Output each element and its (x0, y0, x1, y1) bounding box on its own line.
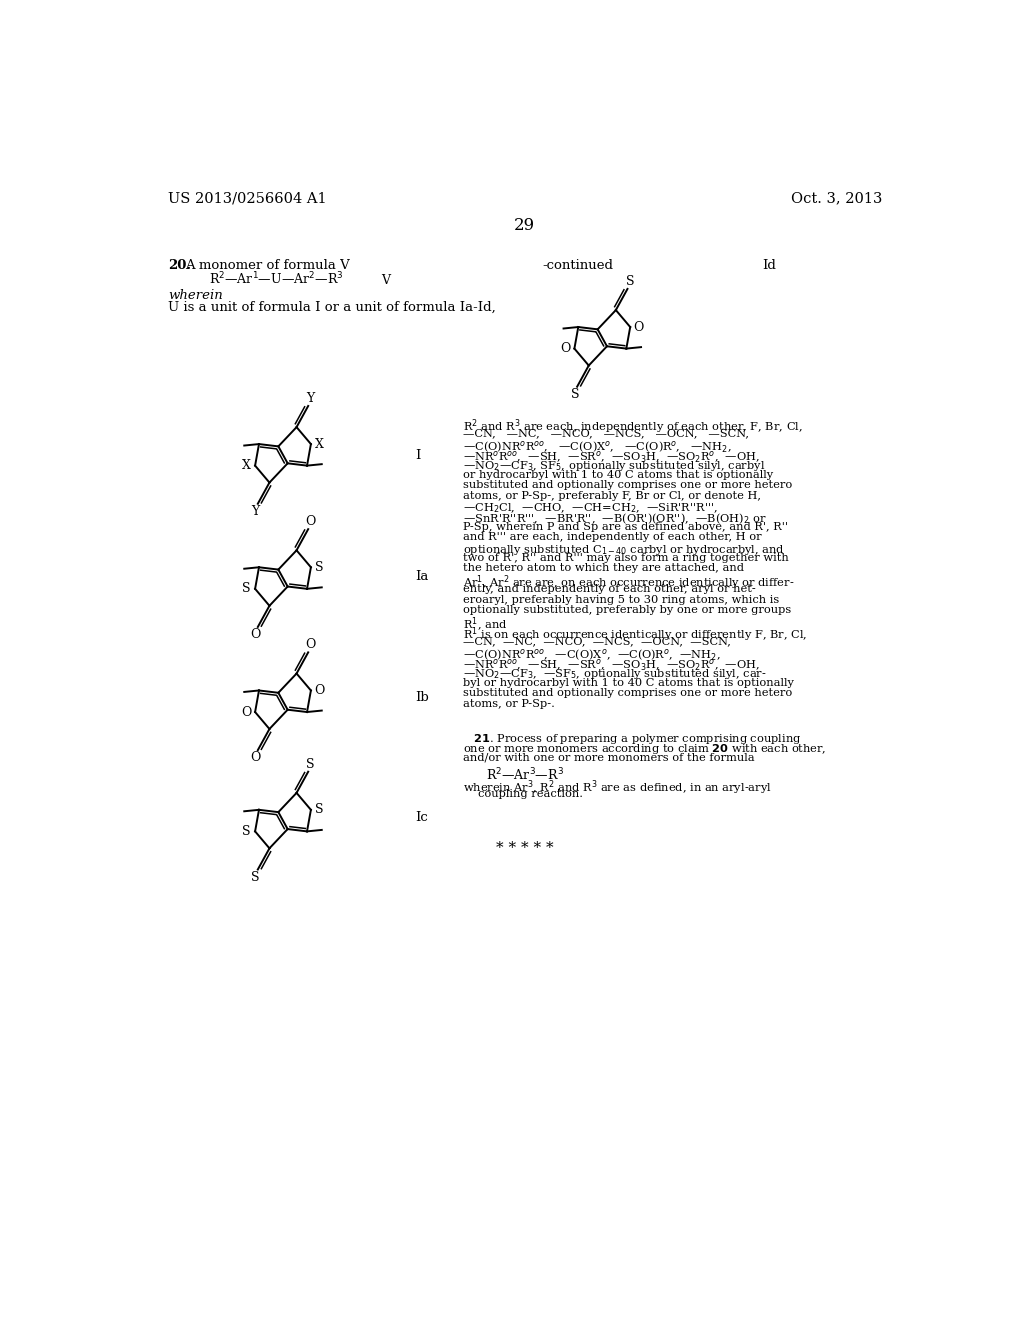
Text: 29: 29 (514, 216, 536, 234)
Text: R$^1$ is on each occurrence identically or differently F, Br, Cl,: R$^1$ is on each occurrence identically … (463, 626, 807, 644)
Text: 20.: 20. (168, 259, 191, 272)
Text: —C(O)NR$^o$R$^{oo}$,   —C(O)X$^o$,   —C(O)R$^o$,   —NH$_2$,: —C(O)NR$^o$R$^{oo}$, —C(O)X$^o$, —C(O)R$… (463, 438, 731, 454)
Text: the hetero atom to which they are attached, and: the hetero atom to which they are attach… (463, 564, 743, 573)
Text: —NO$_2$—CF$_3$,  —SF$_5$, optionally substituted silyl, car-: —NO$_2$—CF$_3$, —SF$_5$, optionally subs… (463, 668, 767, 681)
Text: —C(O)NR$^o$R$^{oo}$,  —C(O)X$^o$,  —C(O)R$^o$,  —NH$_2$,: —C(O)NR$^o$R$^{oo}$, —C(O)X$^o$, —C(O)R$… (463, 647, 721, 661)
Text: O: O (250, 751, 261, 764)
Text: R$^2$—Ar$^1$—U—Ar$^2$—R$^3$: R$^2$—Ar$^1$—U—Ar$^2$—R$^3$ (209, 271, 343, 286)
Text: and R''' are each, independently of each other, H or: and R''' are each, independently of each… (463, 532, 762, 543)
Text: ently, and independently of each other, aryl or het-: ently, and independently of each other, … (463, 585, 756, 594)
Text: substituted and optionally comprises one or more hetero: substituted and optionally comprises one… (463, 688, 792, 698)
Text: —NR$^o$R$^{oo}$,  —SH,  —SR$^o$,  —SO$_3$H,  —SO$_2$R$^o$,  —OH,: —NR$^o$R$^{oo}$, —SH, —SR$^o$, —SO$_3$H,… (463, 657, 760, 673)
Text: S: S (251, 871, 260, 883)
Text: $\mathbf{21}$. Process of preparing a polymer comprising coupling: $\mathbf{21}$. Process of preparing a po… (463, 733, 801, 746)
Text: -continued: -continued (543, 259, 613, 272)
Text: O: O (634, 321, 644, 334)
Text: wherein: wherein (168, 289, 223, 301)
Text: —NO$_2$—CF$_3$, SF$_5$, optionally substituted silyl, carbyl: —NO$_2$—CF$_3$, SF$_5$, optionally subst… (463, 459, 765, 474)
Text: S: S (315, 561, 324, 574)
Text: —NR$^o$R$^{oo}$,  —SH,  —SR$^o$,  —SO$_3$H,  —SO$_2$R$^o$,  —OH,: —NR$^o$R$^{oo}$, —SH, —SR$^o$, —SO$_3$H,… (463, 449, 760, 465)
Text: Ar$^1$, Ar$^2$ are are, on each occurrence identically or differ-: Ar$^1$, Ar$^2$ are are, on each occurren… (463, 574, 795, 593)
Text: O: O (314, 684, 325, 697)
Text: A monomer of formula V: A monomer of formula V (185, 259, 350, 272)
Text: optionally substituted C$_{1-40}$ carbyl or hydrocarbyl, and: optionally substituted C$_{1-40}$ carbyl… (463, 543, 784, 557)
Text: byl or hydrocarbyl with 1 to 40 C atoms that is optionally: byl or hydrocarbyl with 1 to 40 C atoms … (463, 677, 794, 688)
Text: and/or with one or more monomers of the formula: and/or with one or more monomers of the … (463, 752, 755, 763)
Text: wherein Ar$^3$, R$^2$ and R$^3$ are as defined, in an aryl-aryl: wherein Ar$^3$, R$^2$ and R$^3$ are as d… (463, 779, 771, 797)
Text: X: X (242, 459, 251, 473)
Text: Oct. 3, 2013: Oct. 3, 2013 (791, 191, 882, 206)
Text: R$^1$, and: R$^1$, and (463, 615, 507, 634)
Text: O: O (305, 515, 315, 528)
Text: Ia: Ia (415, 570, 428, 583)
Text: O: O (305, 638, 315, 651)
Text: Ib: Ib (415, 692, 428, 705)
Text: —SnR'R''R''',  —BR'R'',  —B(OR')(OR''),  —B(OH)$_2$ or: —SnR'R''R''', —BR'R'', —B(OR')(OR''), —B… (463, 511, 766, 527)
Text: two of R', R'' and R''' may also form a ring together with: two of R', R'' and R''' may also form a … (463, 553, 788, 564)
Text: atoms, or P-Sp-, preferably F, Br or Cl, or denote H,: atoms, or P-Sp-, preferably F, Br or Cl,… (463, 491, 761, 500)
Text: or hydrocarbyl with 1 to 40 C atoms that is optionally: or hydrocarbyl with 1 to 40 C atoms that… (463, 470, 773, 480)
Text: U is a unit of formula I or a unit of formula Ia-Id,: U is a unit of formula I or a unit of fo… (168, 301, 496, 314)
Text: R$^2$ and R$^3$ are each, independently of each other, F, Br, Cl,: R$^2$ and R$^3$ are each, independently … (463, 418, 803, 437)
Text: one or more monomers according to claim $\mathbf{20}$ with each other,: one or more monomers according to claim … (463, 742, 826, 756)
Text: —CN,   —NC,   —NCO,   —NCS,   —OCN,   —SCN,: —CN, —NC, —NCO, —NCS, —OCN, —SCN, (463, 428, 749, 438)
Text: —CH$_2$Cl,  —CHO,  —CH=CH$_2$,  —SiR'R''R''',: —CH$_2$Cl, —CHO, —CH=CH$_2$, —SiR'R''R''… (463, 502, 718, 515)
Text: P-Sp, wherein P and Sp are as defined above, and R', R'': P-Sp, wherein P and Sp are as defined ab… (463, 521, 787, 532)
Text: —CN,  —NC,  —NCO,  —NCS,  —OCN,  —SCN,: —CN, —NC, —NCO, —NCS, —OCN, —SCN, (463, 636, 731, 647)
Text: I: I (415, 449, 420, 462)
Text: S: S (315, 804, 324, 816)
Text: R$^2$—Ar$^3$—R$^3$: R$^2$—Ar$^3$—R$^3$ (486, 767, 564, 783)
Text: substituted and optionally comprises one or more hetero: substituted and optionally comprises one… (463, 480, 792, 490)
Text: optionally substituted, preferably by one or more groups: optionally substituted, preferably by on… (463, 605, 792, 615)
Text: Ic: Ic (415, 810, 427, 824)
Text: O: O (250, 628, 261, 642)
Text: * * * * *: * * * * * (496, 841, 554, 854)
Text: S: S (306, 758, 314, 771)
Text: Y: Y (306, 392, 314, 405)
Text: O: O (242, 705, 252, 718)
Text: eroaryl, preferably having 5 to 30 ring atoms, which is: eroaryl, preferably having 5 to 30 ring … (463, 594, 779, 605)
Text: atoms, or P-Sp-.: atoms, or P-Sp-. (463, 698, 555, 709)
Text: S: S (626, 275, 634, 288)
Text: US 2013/0256604 A1: US 2013/0256604 A1 (168, 191, 327, 206)
Text: Y: Y (251, 506, 260, 517)
Text: S: S (243, 582, 251, 595)
Text: S: S (243, 825, 251, 838)
Text: X: X (315, 437, 324, 450)
Text: coupling reaction.: coupling reaction. (478, 789, 584, 799)
Text: Id: Id (762, 259, 776, 272)
Text: O: O (561, 342, 571, 355)
Text: V: V (381, 275, 390, 286)
Text: S: S (570, 388, 579, 401)
